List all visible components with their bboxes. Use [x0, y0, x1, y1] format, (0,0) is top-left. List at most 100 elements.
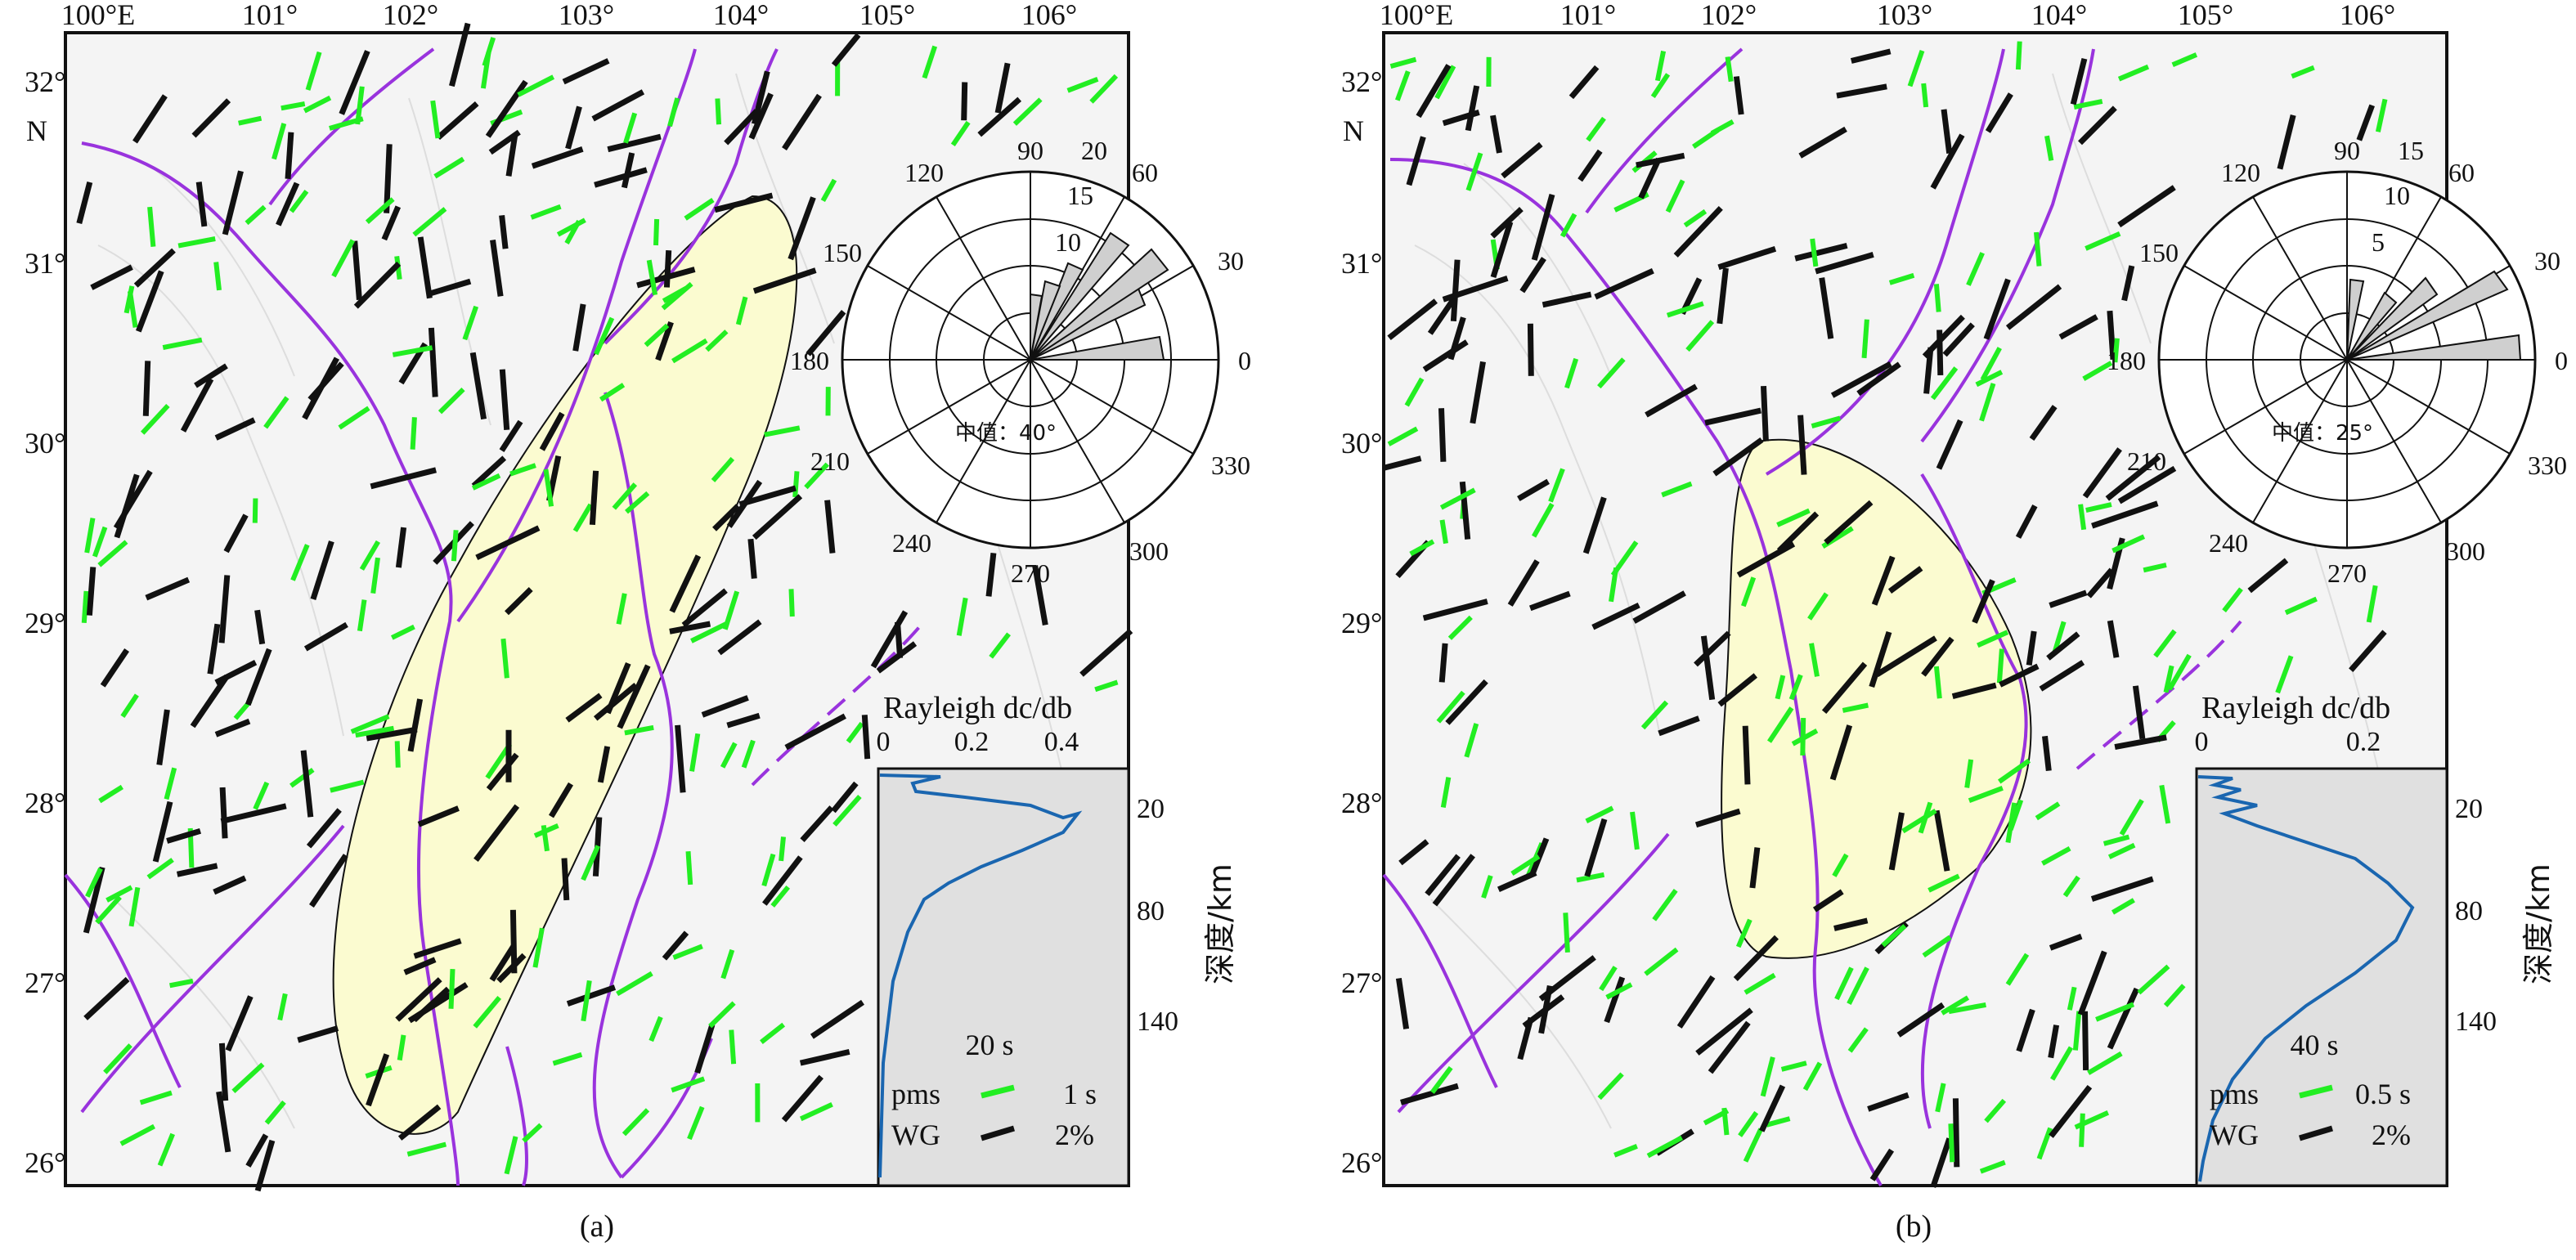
pms-splitting-bar [705, 330, 729, 352]
wg-anisotropy-bar [1856, 361, 1901, 397]
wg-anisotropy-bar [2070, 57, 2088, 105]
pms-splitting-bar [392, 345, 433, 357]
pms-splitting-bar [1968, 785, 2004, 804]
wg-anisotropy-bar [1695, 1007, 1753, 1056]
wg-anisotropy-bar [1400, 1083, 1459, 1105]
wg-anisotropy-bar [1490, 207, 1524, 239]
pms-splitting-bar [532, 927, 545, 968]
pms-splitting-bar [1847, 1027, 1869, 1053]
pms-splitting-bar [715, 98, 721, 125]
pms-splitting-bar [922, 45, 938, 79]
pms-splitting-bar [1811, 415, 1842, 428]
pms-splitting-bar [157, 1132, 175, 1167]
wg-anisotropy-bar [486, 752, 519, 791]
pms-splitting-bar [687, 1105, 705, 1141]
lon-label: 106° [1021, 0, 1077, 31]
pms-splitting-bar [832, 795, 862, 827]
wg-anisotropy-bar [425, 278, 472, 298]
wg-anisotropy-bar [245, 1133, 269, 1168]
kernel-x-tick: 0.2 [954, 727, 990, 757]
pms-splitting-bar [1465, 152, 1483, 191]
wg-anisotropy-bar [1951, 682, 1997, 699]
wg-anisotropy-bar [213, 875, 247, 895]
wg-anisotropy-bar [2016, 1008, 2035, 1052]
pms-splitting-bar [433, 156, 465, 179]
pms-splitting-bar [1613, 1144, 1638, 1158]
lat-label: 31° [1341, 247, 1382, 280]
wg-anisotropy-bar [191, 98, 231, 138]
wg-anisotropy-bar [190, 675, 230, 729]
kernel-curve [878, 773, 1083, 1178]
pms-splitting-bar [2275, 655, 2294, 694]
wg-anisotropy-bar [2048, 1025, 2060, 1059]
pms-splitting-bar [1404, 377, 1425, 407]
pms-splitting-bar [2015, 41, 2022, 70]
wg-anisotropy-bar [2349, 630, 2387, 673]
wg-anisotropy-bar [1700, 635, 1716, 701]
pms-splitting-bar [289, 767, 315, 788]
lat-label: 29° [25, 607, 65, 639]
lat-label: N [1343, 114, 1364, 147]
pms-splitting-bar [653, 218, 660, 246]
pms-splitting-bar [280, 101, 306, 111]
wg-anisotropy-bar [784, 713, 846, 751]
pms-splitting-bar [2153, 629, 2177, 658]
pms-splitting-bar [2082, 361, 2113, 381]
lat-label: 28° [25, 787, 65, 819]
legend-pms-label: pms [891, 1078, 940, 1110]
wg-anisotropy-bar [1761, 385, 1769, 442]
pms-splitting-bar [289, 189, 309, 213]
wg-anisotropy-bar [397, 1104, 442, 1141]
wg-anisotropy-bar [1867, 1092, 1910, 1112]
wg-anisotropy-bar [1759, 1084, 1786, 1132]
wg-anisotropy-bar [1632, 590, 1686, 624]
wg-anisotropy-bar [1387, 298, 1438, 341]
legend-pms-value: 1 s [1063, 1078, 1097, 1110]
pms-splitting-bar [624, 724, 654, 736]
wg-anisotropy-bar [219, 787, 228, 839]
rose-angle-label: 60 [1132, 158, 1158, 187]
pms-splitting-bar [169, 978, 194, 989]
pms-splitting-bar [1685, 320, 1715, 352]
lat-label: 32° [25, 65, 65, 98]
wg-anisotropy-bar [2356, 104, 2375, 141]
wg-anisotropy-bar [417, 805, 460, 827]
pms-splitting-bar [1564, 357, 1579, 389]
pms-splitting-bar [1861, 319, 1869, 359]
wg-anisotropy-bar [310, 540, 334, 600]
pms-splitting-bar [1586, 116, 1606, 142]
pms-splitting-bar [1735, 918, 1752, 948]
legend-pms-label: pms [2210, 1078, 2259, 1110]
lon-label: 103° [1877, 0, 1932, 31]
wg-anisotropy-bar [1465, 85, 1480, 132]
rose-angle-label: 0 [2555, 346, 2568, 375]
pms-splitting-bar [412, 207, 447, 237]
wg-anisotropy-bar [2105, 454, 2161, 501]
pms-splitting-bar [277, 993, 288, 1021]
wg-anisotropy-bar [505, 133, 518, 177]
wg-anisotropy-bar [831, 781, 859, 814]
wg-anisotropy-bar [214, 718, 251, 738]
wg-anisotropy-bar [1776, 511, 1820, 554]
rose-median-label: 中值：40° [955, 421, 1057, 446]
pms-splitting-bar [2117, 64, 2150, 82]
kernel-x-tick: 0.4 [1044, 727, 1079, 757]
pms-splitting-bar [1788, 674, 1803, 701]
pms-splitting-bar [245, 204, 267, 226]
wg-anisotropy-bar [1422, 339, 1469, 373]
pms-splitting-bar [370, 557, 380, 594]
pms-splitting-bar [1922, 935, 1952, 958]
pms-splitting-bar [804, 462, 830, 490]
pms-splitting-bar [671, 338, 708, 364]
pms-splitting-bar [1644, 947, 1679, 976]
pms-splitting-bar [820, 178, 837, 203]
pms-splitting-bar [950, 120, 971, 146]
pms-splitting-bar [2111, 898, 2135, 915]
pms-splitting-bar [482, 37, 496, 67]
wg-anisotropy-bar [100, 648, 130, 688]
pms-splitting-bar [1012, 97, 1043, 126]
pms-splitting-bar [448, 968, 456, 1009]
wg-anisotropy-bar [223, 513, 249, 554]
wg-anisotropy-bar [1936, 330, 1944, 375]
wg-anisotropy-bar [961, 82, 968, 121]
